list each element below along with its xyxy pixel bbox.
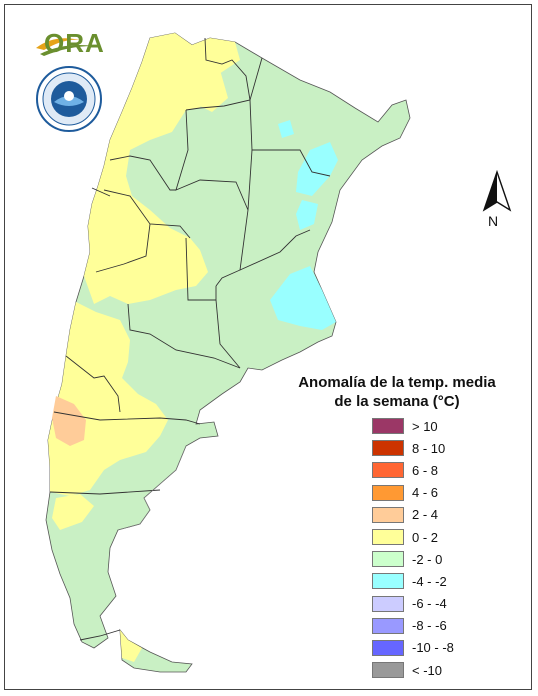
ora-logo-swoosh [36,38,94,56]
cool-region-misiones-corrientes [296,142,338,196]
tierra-del-fuego [119,628,193,673]
warm-region-central-patagonia [52,494,94,530]
legend-label: -4 - -2 [412,573,447,589]
legend-label: 6 - 8 [412,462,439,478]
legend-item: -6 - -4 [372,593,454,615]
legend-item: 2 - 4 [372,504,454,526]
legend-label: < -10 [412,662,442,678]
smn-seal-logo [36,66,102,132]
legend-swatch [372,418,404,435]
legend-label: -2 - 0 [412,551,443,567]
ora-logo-text: ORA [44,28,105,58]
legend-item: -8 - -6 [372,615,454,637]
legend-label: 0 - 2 [412,529,439,545]
legend-item: 6 - 8 [372,459,454,481]
legend-label: 4 - 6 [412,485,439,501]
legend-label: 8 - 10 [412,440,446,456]
legend-item: -2 - 0 [372,548,454,570]
north-arrow-icon [482,170,512,212]
legend-item: 4 - 6 [372,482,454,504]
legend-title-line2: de la semana (°C) [334,393,460,410]
legend-swatch [372,551,404,568]
legend-item: -4 - -2 [372,570,454,592]
legend-swatch [372,440,404,457]
legend-swatch [372,595,404,612]
legend-swatch [372,462,404,479]
legend-label: -8 - -6 [412,618,447,634]
legend-item: -10 - -8 [372,637,454,659]
north-label: N [488,213,499,229]
legend-label: > 10 [412,418,438,434]
legend-label: 2 - 4 [412,507,439,523]
cool-region-buenos-aires [270,266,336,330]
legend-swatch [372,529,404,546]
legend-swatch [372,639,404,656]
legend-item: > 10 [372,415,454,437]
legend-item: < -10 [372,659,454,681]
tierra-del-fuego-warm [120,630,142,662]
cool-region-chaco-spot [278,120,294,138]
legend-item: 8 - 10 [372,437,454,459]
province-borders [49,37,331,641]
legend-title-line1: Anomalía de la temp. media [298,374,496,391]
warm-region-north-strip [190,70,228,112]
legend-swatch [372,617,404,634]
warm-region-cuyo [48,302,168,496]
warmer-region-andes [52,396,86,446]
coast-shadow [117,445,187,531]
legend-swatch [372,573,404,590]
legend-item: 0 - 2 [372,526,454,548]
legend-swatch [372,484,404,501]
legend: > 10 8 - 10 6 - 8 4 - 6 2 - 4 0 - 2 -2 -… [372,415,454,681]
legend-swatch [372,662,404,679]
legend-label: -10 - -8 [412,640,454,656]
cool-region-entre-rios [296,200,318,230]
legend-title: Anomalía de la temp. media de la semana … [290,373,504,411]
legend-swatch [372,506,404,523]
legend-label: -6 - -4 [412,596,447,612]
